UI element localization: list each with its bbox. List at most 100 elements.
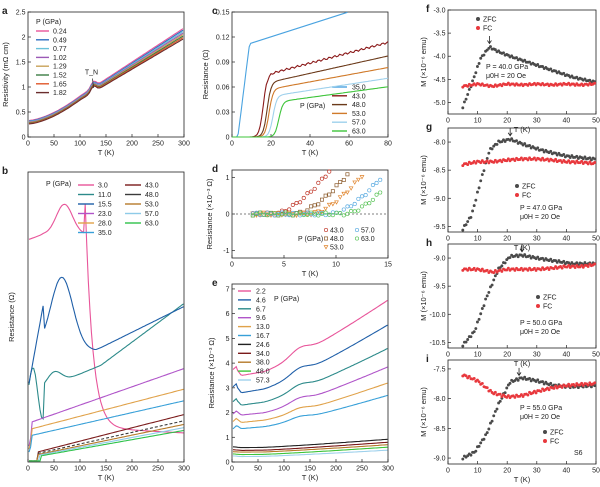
tn-annotation: T_N	[85, 70, 98, 77]
data-point	[349, 204, 354, 209]
fc-point	[526, 393, 530, 397]
zfc-point	[476, 65, 479, 68]
zfc-point	[528, 144, 531, 147]
data-point	[316, 213, 321, 218]
y-tick-label: 0.09	[216, 60, 230, 67]
zfc-point	[462, 100, 466, 104]
data-point	[319, 176, 325, 181]
zfc-point	[474, 327, 478, 330]
y-axis-label: M (×10⁻⁶ emu)	[419, 271, 428, 321]
x-tick-label: 60	[345, 141, 353, 148]
zfc-point	[536, 63, 540, 66]
legend-label: 1.29	[53, 64, 67, 71]
data-point	[272, 211, 277, 216]
x-tick-label: 0	[26, 141, 30, 148]
zfc-point	[466, 338, 470, 341]
tn-arrow	[92, 78, 94, 89]
zfc-point	[588, 156, 592, 160]
fc-point	[485, 268, 489, 272]
zfc-point	[562, 71, 566, 75]
legend-label: 43.0	[352, 93, 366, 100]
y-tick-label: 2	[22, 35, 26, 42]
fc-point	[552, 386, 556, 390]
data-point	[323, 206, 328, 212]
fc-point	[480, 381, 484, 385]
fc-point	[560, 385, 564, 389]
zfc-point	[576, 386, 580, 390]
panel-label: d	[212, 164, 218, 175]
fc-point	[532, 156, 536, 160]
zfc-point	[583, 77, 587, 81]
legend-label: 63.0	[361, 236, 375, 243]
legend-title: P (GPa)	[36, 19, 61, 26]
data-point	[374, 192, 379, 197]
x-axis-label: T (K)	[514, 475, 531, 484]
zfc-point	[484, 433, 488, 437]
y-tick-label: -8.5	[433, 168, 445, 175]
y-axis-label: Resistivity (mΩ cm)	[1, 42, 10, 107]
zfc-point	[575, 261, 579, 265]
fc-point	[519, 393, 523, 397]
data-point	[352, 209, 357, 214]
zfc-point	[554, 151, 558, 155]
zfc-point	[528, 377, 531, 380]
peak-arrow-head	[507, 132, 513, 137]
x-tick-label: 30	[533, 118, 541, 125]
zfc-point	[549, 149, 553, 153]
y-axis-label: M (×10⁻⁶ emu)	[419, 387, 428, 437]
zfc-point	[477, 317, 481, 321]
fc-point	[560, 266, 564, 270]
legend-title: P (GPa)	[274, 296, 299, 303]
legend-label: 1.02	[53, 55, 67, 62]
x-axis-label: T (K)	[98, 473, 115, 482]
x-tick-label: 50	[592, 118, 600, 125]
zfc-point	[528, 254, 531, 258]
x-tick-label: 10	[332, 262, 340, 269]
data-point	[308, 210, 314, 215]
fc-point	[567, 263, 571, 267]
data-point	[301, 195, 306, 201]
legend-label: 57.3	[256, 378, 270, 385]
fc-point	[489, 388, 492, 392]
zfc-point	[461, 228, 465, 232]
series-line-28.0	[28, 388, 184, 450]
data-point	[312, 211, 317, 216]
legend-marker	[324, 236, 328, 241]
zfc-point	[471, 209, 475, 213]
legend-label: 38.0	[256, 360, 270, 367]
legend-marker	[323, 227, 329, 233]
series-line-43.0	[29, 414, 184, 462]
zfc-point	[536, 146, 540, 150]
sample-annotation: S6	[574, 450, 583, 457]
zfc-point	[495, 142, 499, 146]
legend-marker-zfc	[515, 184, 519, 188]
y-tick-label: -8.0	[433, 396, 445, 403]
zfc-point	[536, 255, 540, 259]
fc-point	[573, 384, 577, 388]
x-tick-label: 10	[474, 236, 482, 243]
x-tick-label: 200	[126, 466, 138, 473]
x-tick-label: 0	[446, 236, 450, 243]
fc-point	[554, 157, 558, 161]
legend-label: 1.65	[53, 81, 67, 88]
series-line-11.0	[28, 303, 184, 421]
zfc-point	[503, 140, 507, 143]
data-point	[352, 201, 357, 207]
x-axis-label: T (K)	[514, 125, 531, 134]
fc-point	[466, 268, 470, 272]
data-point	[367, 188, 372, 193]
data-point	[327, 212, 332, 217]
legend-marker	[354, 227, 360, 233]
legend-label: 53.0	[352, 111, 366, 118]
legend-label: 15.5	[98, 202, 112, 209]
zfc-point	[515, 253, 518, 257]
fc-point	[506, 266, 510, 270]
fc-point	[573, 266, 577, 269]
data-point	[378, 190, 383, 195]
zfc-point	[500, 140, 504, 144]
x-tick-label: 20	[503, 118, 511, 125]
plot-frame	[231, 11, 389, 138]
data-point	[334, 183, 339, 188]
data-point	[305, 212, 310, 217]
data-point	[330, 202, 336, 207]
